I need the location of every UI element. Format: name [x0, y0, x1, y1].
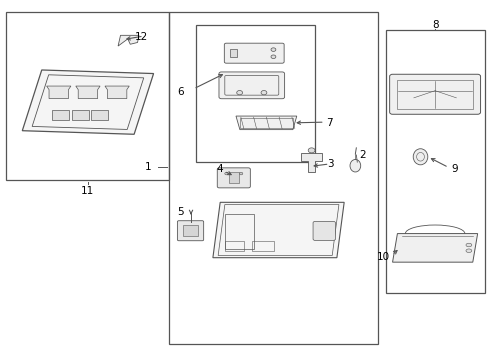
- Bar: [224, 241, 244, 251]
- FancyBboxPatch shape: [219, 72, 284, 99]
- Polygon shape: [46, 86, 71, 99]
- Text: 9: 9: [450, 164, 457, 174]
- Text: 6: 6: [177, 87, 183, 98]
- FancyBboxPatch shape: [177, 221, 203, 241]
- Polygon shape: [118, 35, 139, 46]
- Bar: [228, 172, 238, 183]
- Ellipse shape: [239, 172, 243, 175]
- Polygon shape: [300, 153, 322, 172]
- Bar: [52, 110, 69, 120]
- Text: 10: 10: [376, 252, 389, 262]
- FancyBboxPatch shape: [389, 74, 480, 114]
- Text: 8: 8: [431, 19, 438, 30]
- Ellipse shape: [236, 90, 242, 95]
- Text: 4: 4: [216, 164, 222, 174]
- Bar: [91, 110, 108, 120]
- Bar: [240, 118, 292, 128]
- Bar: [72, 110, 89, 120]
- Polygon shape: [236, 116, 296, 130]
- Polygon shape: [22, 70, 153, 134]
- Polygon shape: [392, 234, 477, 262]
- Ellipse shape: [224, 172, 228, 175]
- Ellipse shape: [349, 159, 360, 172]
- Ellipse shape: [465, 243, 471, 247]
- Ellipse shape: [270, 48, 275, 51]
- Text: 12: 12: [135, 32, 148, 42]
- Text: 11: 11: [81, 186, 94, 196]
- Ellipse shape: [270, 55, 275, 59]
- Text: 7: 7: [325, 118, 332, 128]
- Polygon shape: [76, 86, 100, 99]
- Bar: [183, 225, 198, 236]
- Bar: [397, 80, 472, 109]
- FancyBboxPatch shape: [224, 43, 284, 63]
- Polygon shape: [212, 202, 344, 258]
- Text: 5: 5: [177, 207, 183, 217]
- Bar: [251, 241, 273, 251]
- Bar: [6, 12, 169, 180]
- Bar: [230, 49, 237, 58]
- FancyBboxPatch shape: [312, 221, 335, 240]
- Text: 1: 1: [144, 162, 151, 172]
- Polygon shape: [105, 86, 129, 99]
- Bar: [196, 24, 314, 162]
- Bar: [385, 30, 484, 293]
- Ellipse shape: [307, 148, 314, 153]
- Text: 2: 2: [358, 150, 365, 160]
- Ellipse shape: [261, 90, 266, 95]
- Ellipse shape: [465, 249, 471, 252]
- Ellipse shape: [412, 149, 427, 165]
- Text: 3: 3: [326, 159, 333, 169]
- Bar: [169, 12, 377, 344]
- FancyBboxPatch shape: [217, 168, 250, 188]
- Bar: [224, 214, 254, 249]
